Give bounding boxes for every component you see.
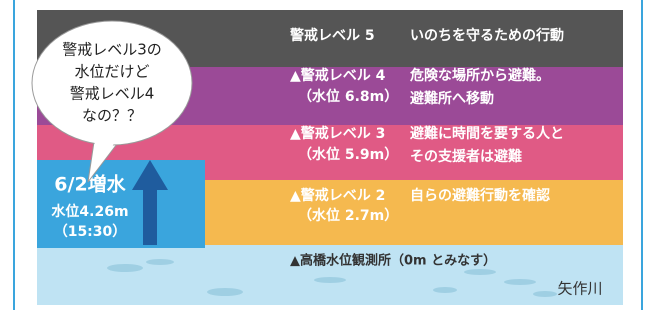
level-action: 避難所へ移動 [410,90,494,107]
level-height: （水位 2.7m） [298,207,398,224]
level-action: 危険な場所から避難。 [409,67,550,84]
bubble-text: 水位だけど [74,63,149,81]
bubble-text: 警戒レベル3の [62,41,162,59]
level-height: （水位 5.9m） [298,146,398,163]
station: ▲高橋水位観測所（0m とみなす） [290,253,496,269]
level-label: ▲警戒レベル 4 [290,67,386,84]
river-name: 矢作川 [557,280,602,298]
current-time: （15:30） [54,224,127,240]
level-action: いのちを守るための行動 [410,27,564,44]
level-action: 避難に時間を要する人と [410,125,564,142]
level-label: ▲警戒レベル 3 [290,125,385,142]
level-action: 自らの避難行動を確認 [410,187,550,204]
level-label: 警戒レベル 5 [290,27,375,44]
bubble-text: なの？？ [82,107,142,125]
diagram: 警戒レベル 5 いのちを守るための行動 ▲警戒レベル 4 （水位 6.8m） 危… [0,0,658,310]
current-level: 水位4.26m [51,203,128,220]
level-height: （水位 6.8m） [298,88,398,105]
bubble-text: 警戒レベル4 [70,85,155,103]
level-action: その支援者は避難 [410,148,522,165]
level-label: ▲警戒レベル 2 [290,187,385,204]
